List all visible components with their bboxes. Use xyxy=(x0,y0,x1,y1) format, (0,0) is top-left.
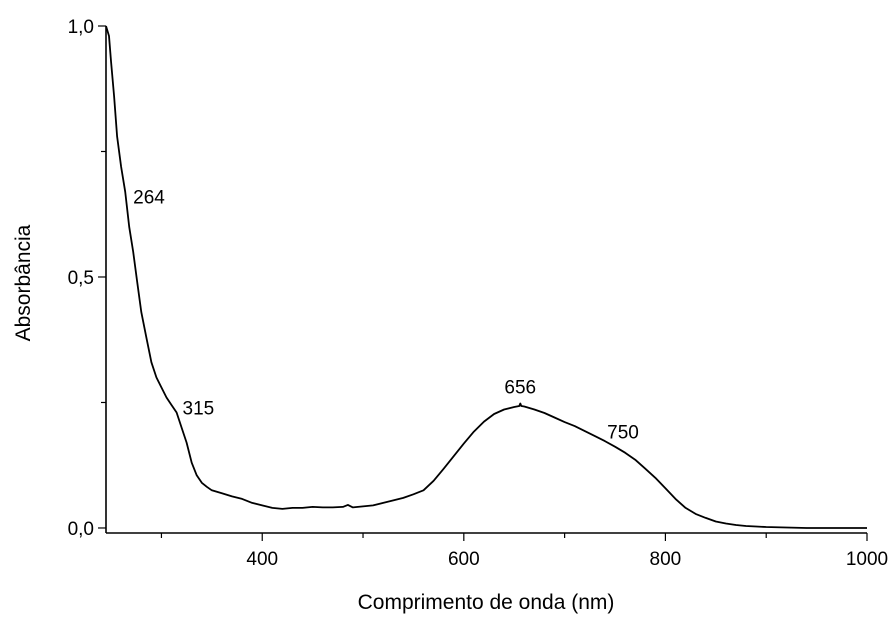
x-tick-label: 1000 xyxy=(846,549,888,570)
x-axis-title: Comprimento de onda (nm) xyxy=(358,591,615,614)
y-tick-label: 1,0 xyxy=(68,17,94,38)
y-axis-ticks: 0,0 0,5 1,0 xyxy=(68,17,106,540)
x-tick-label: 400 xyxy=(246,549,278,570)
y-axis-title: Absorbância xyxy=(12,224,35,341)
x-axis-ticks: 400 600 800 1000 xyxy=(160,533,888,570)
y-tick-label: 0,5 xyxy=(68,268,94,289)
peak-label: 315 xyxy=(183,399,215,420)
peak-annotations: 264 315 656 750 xyxy=(133,188,639,444)
x-tick-label: 600 xyxy=(448,549,480,570)
x-tick-label: 800 xyxy=(650,549,682,570)
plot-frame xyxy=(105,26,867,534)
peak-label: 750 xyxy=(607,423,639,444)
spectrum-line xyxy=(105,25,867,529)
y-tick-label: 0,0 xyxy=(68,519,94,540)
peak-label: 264 xyxy=(133,188,165,209)
peak-label: 656 xyxy=(504,377,536,398)
